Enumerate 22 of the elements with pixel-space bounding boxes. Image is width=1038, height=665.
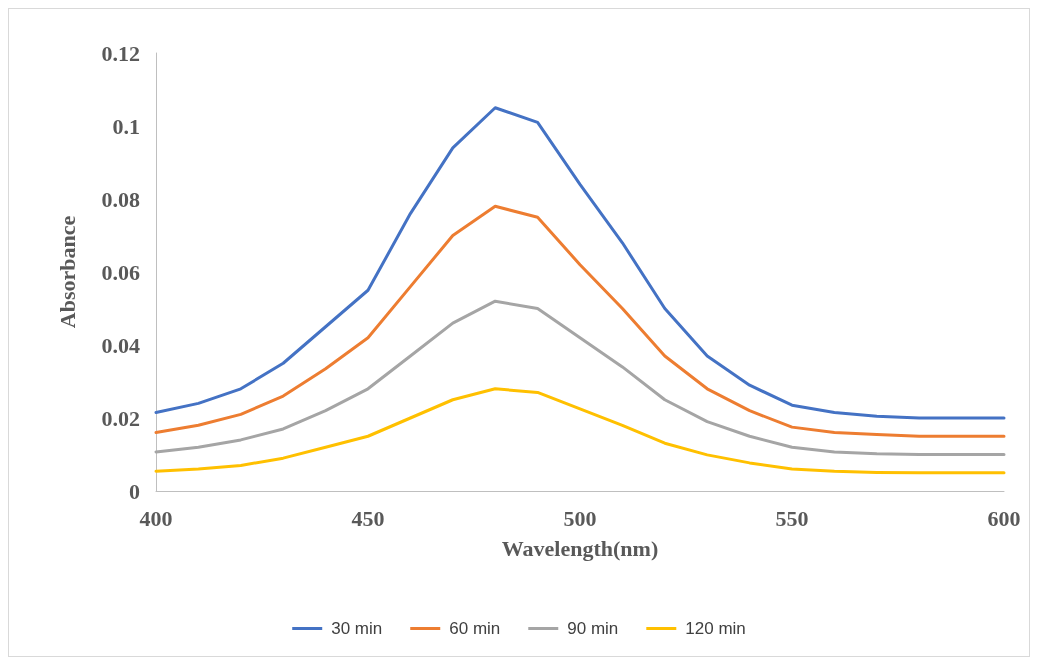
x-tick-label: 450 bbox=[351, 505, 385, 531]
x-axis-title: Wavelength(nm) bbox=[501, 535, 659, 561]
x-tick-label: 550 bbox=[775, 505, 809, 531]
x-tick-label: 400 bbox=[139, 505, 173, 531]
legend-label: 90 min bbox=[567, 619, 619, 638]
x-tick-label: 500 bbox=[563, 505, 597, 531]
y-tick-label: 0.12 bbox=[101, 40, 140, 66]
x-tick-label: 600 bbox=[987, 505, 1021, 531]
line-series bbox=[154, 387, 1006, 475]
y-tick-label: 0.08 bbox=[101, 186, 140, 212]
y-axis-title: Absorbance bbox=[54, 215, 80, 329]
y-tick-label: 0.04 bbox=[101, 332, 140, 358]
y-tick-label: 0.02 bbox=[101, 405, 140, 431]
legend-label: 120 min bbox=[685, 619, 746, 638]
line-series bbox=[154, 204, 1006, 438]
y-tick-label: 0 bbox=[129, 478, 140, 504]
line-series bbox=[154, 299, 1006, 456]
y-tick-label: 0.1 bbox=[112, 113, 140, 139]
line-series bbox=[154, 106, 1006, 420]
legend-label: 30 min bbox=[331, 619, 383, 638]
y-tick-label: 0.06 bbox=[101, 259, 140, 285]
legend-label: 60 min bbox=[449, 619, 501, 638]
